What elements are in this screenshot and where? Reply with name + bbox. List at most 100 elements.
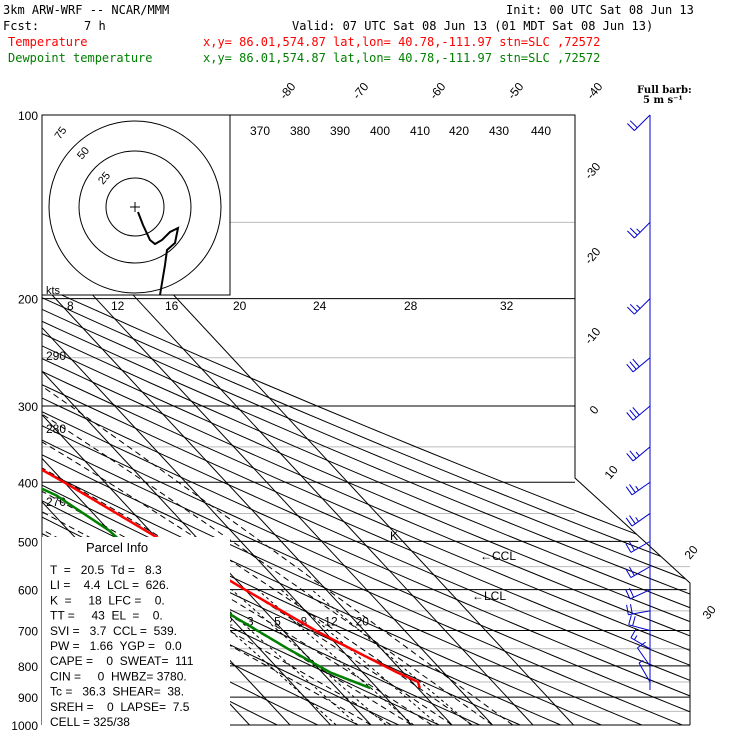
theta-label: 270 — [46, 495, 66, 509]
wind-barb-flag — [629, 484, 636, 493]
mixing-ratio-line — [311, 589, 472, 725]
hodograph-speed-label: 20 — [233, 299, 247, 313]
wind-barb-staff — [632, 357, 651, 373]
wind-barb-flag — [626, 412, 634, 421]
pressure-label: 500 — [18, 535, 38, 549]
wind-barb-flag — [629, 515, 636, 525]
temperature-profile — [42, 115, 421, 689]
isotherm-label-right: -10 — [582, 324, 604, 347]
pressure-label: 400 — [18, 476, 38, 490]
parcel-info-row: PW = 1.66 YGP = 0.0 — [50, 639, 182, 653]
parcel-info-row: CAPE = 0 SWEAT= 111 — [50, 654, 194, 668]
moist-adiabat-line — [42, 298, 514, 725]
wind-barb-half-flag — [635, 485, 639, 491]
barb-legend-value: 5 m s⁻¹ — [643, 95, 683, 106]
axis-labels: -80 -70 -60 -50 -40 -30 -20 -10 0 10 20 30 370 380 390… — [46, 79, 719, 622]
wind-barb-flag — [630, 628, 637, 639]
isotherm-label-top: -50 — [505, 79, 527, 102]
wind-barb-flag — [630, 604, 633, 615]
hodograph-speed-label: 16 — [165, 299, 179, 313]
wind-barb-flag — [625, 568, 632, 578]
dry-adiabat-line — [42, 115, 633, 725]
temperature-legend-label: Temperature — [8, 35, 87, 49]
hodograph-speed-label: 8 — [67, 299, 74, 313]
theta-label: 280 — [46, 422, 66, 436]
wind-barb-staff — [632, 405, 651, 421]
moist-adiabat-line — [42, 298, 493, 725]
wind-barb-staff — [632, 446, 651, 462]
pressure-label: 600 — [18, 584, 38, 598]
dewpoint-profile — [42, 115, 371, 690]
hodograph-ring — [48, 120, 222, 294]
lcl-marker: ←LCL — [472, 589, 506, 603]
parcel-info-row: TT = 43 EL = 0. — [50, 609, 163, 623]
wind-barb-flag — [627, 230, 635, 239]
valid-time: Valid: 07 UTC Sat 08 Jun 13 (01 MDT Sat … — [292, 19, 653, 33]
wind-barb-flag — [626, 453, 634, 462]
isotherm-label-right: 30 — [700, 602, 720, 621]
wind-barb-flag — [632, 407, 640, 416]
parcel-info-row: Tc = 36.3 SHEAR= 38. — [50, 685, 184, 699]
dry-adiabat-line — [42, 115, 690, 725]
plot-border — [42, 114, 691, 725]
hodograph-speed-label: 32 — [500, 299, 514, 313]
wind-barb-flag — [629, 409, 637, 418]
pressure-label: 800 — [18, 660, 38, 674]
isotherm-label-right: -20 — [582, 244, 604, 267]
mixing-ratio-label: 8 — [300, 615, 307, 629]
fcst-value: 7 h — [84, 19, 106, 33]
mixing-ratio-label: 20 — [356, 615, 370, 629]
hodograph-ring — [105, 177, 165, 237]
isotherm-label-top: -80 — [277, 79, 299, 102]
wind-barb-flag — [625, 589, 631, 600]
pressure-label: 100 — [18, 109, 38, 123]
isotherm-label-top: -40 — [584, 79, 606, 102]
hodograph-speed-label: 24 — [313, 299, 327, 313]
barb-legend-title: Full barb: — [637, 85, 692, 96]
wind-barb-staff — [638, 662, 651, 683]
dry-adiabat-line — [42, 115, 690, 725]
isotherm-line — [42, 115, 453, 725]
isotherm-line — [42, 115, 412, 725]
isotherm-line — [42, 115, 493, 725]
temperature-legend-info: x,y= 86.01,574.87 lat,lon= 40.78,-111.97… — [203, 35, 600, 49]
wind-barb-flag — [627, 123, 635, 131]
pressure-label: 200 — [18, 293, 38, 307]
fcst-label: Fcst: — [3, 19, 39, 33]
pressure-label: 1000 — [11, 719, 38, 733]
pressure-label: 700 — [18, 625, 38, 639]
wind-barb-staff — [629, 589, 651, 600]
wind-barb-flag — [625, 543, 632, 553]
wind-barb-flag — [629, 303, 638, 312]
wind-barb-flag — [629, 361, 637, 370]
wind-barb-staff — [636, 647, 651, 667]
wind-barb-half-flag — [635, 517, 639, 522]
hodograph-ring — [78, 150, 192, 264]
parcel-info-row: SREH = 0 LAPSE= 7.5 — [50, 700, 190, 714]
sounding-profiles — [42, 115, 421, 690]
dry-adiabat-line — [42, 115, 690, 725]
isotherm-line — [42, 115, 372, 725]
wind-barb-flag — [629, 450, 637, 459]
wind-barb-staff — [634, 114, 651, 131]
wind-barb-flag — [628, 566, 635, 576]
dry-adiabat-line — [42, 115, 674, 725]
theta-e-label: 440 — [531, 124, 551, 138]
hodograph-ring-label: 75 — [53, 125, 70, 142]
wind-barb-flag — [637, 641, 646, 649]
theta-e-label: 370 — [250, 124, 270, 138]
dry-adiabat-line — [42, 115, 690, 725]
k-marker: K — [390, 529, 398, 543]
parcel-info-row: T = 20.5 Td = 8.3 — [50, 563, 162, 577]
parcel-info-row: CELL = 325/38 — [50, 715, 130, 729]
wind-barb-half-flag — [635, 451, 640, 457]
wind-barb-staff — [630, 637, 651, 650]
mixing-ratio-label: 5 — [274, 615, 281, 629]
dry-adiabat-line — [42, 115, 690, 725]
wind-barb-flag — [629, 587, 635, 598]
isotherm-label-top: -60 — [427, 79, 449, 102]
isotherm-label-right: 20 — [682, 542, 702, 561]
theta-e-label: 400 — [370, 124, 390, 138]
